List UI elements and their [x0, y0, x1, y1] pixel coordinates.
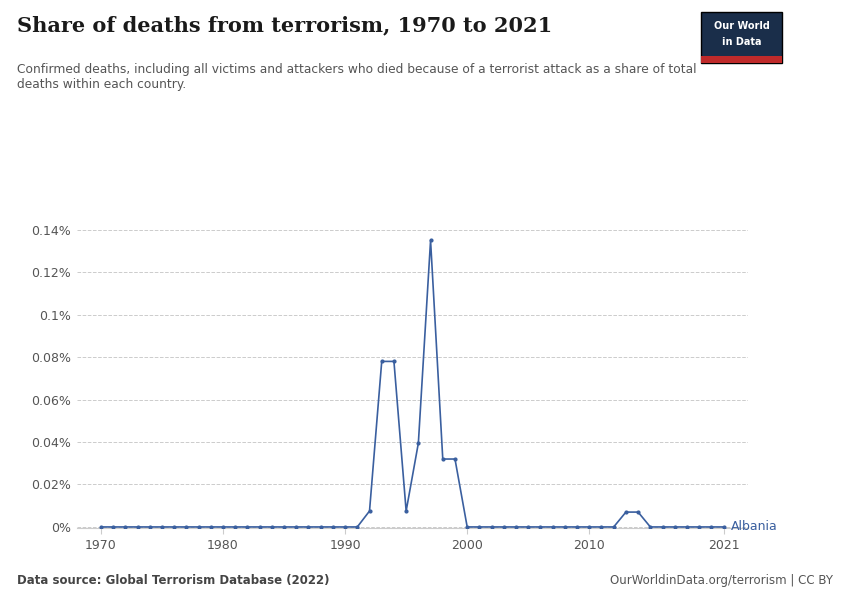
Text: in Data: in Data — [722, 37, 762, 47]
Text: Albania: Albania — [730, 520, 777, 533]
FancyBboxPatch shape — [701, 12, 782, 63]
Text: Share of deaths from terrorism, 1970 to 2021: Share of deaths from terrorism, 1970 to … — [17, 15, 552, 35]
Bar — [701, 56, 782, 63]
Text: Data source: Global Terrorism Database (2022): Data source: Global Terrorism Database (… — [17, 574, 330, 587]
Text: Confirmed deaths, including all victims and attackers who died because of a terr: Confirmed deaths, including all victims … — [17, 63, 696, 91]
Text: Our World: Our World — [714, 21, 769, 31]
Text: OurWorldinData.org/terrorism | CC BY: OurWorldinData.org/terrorism | CC BY — [610, 574, 833, 587]
